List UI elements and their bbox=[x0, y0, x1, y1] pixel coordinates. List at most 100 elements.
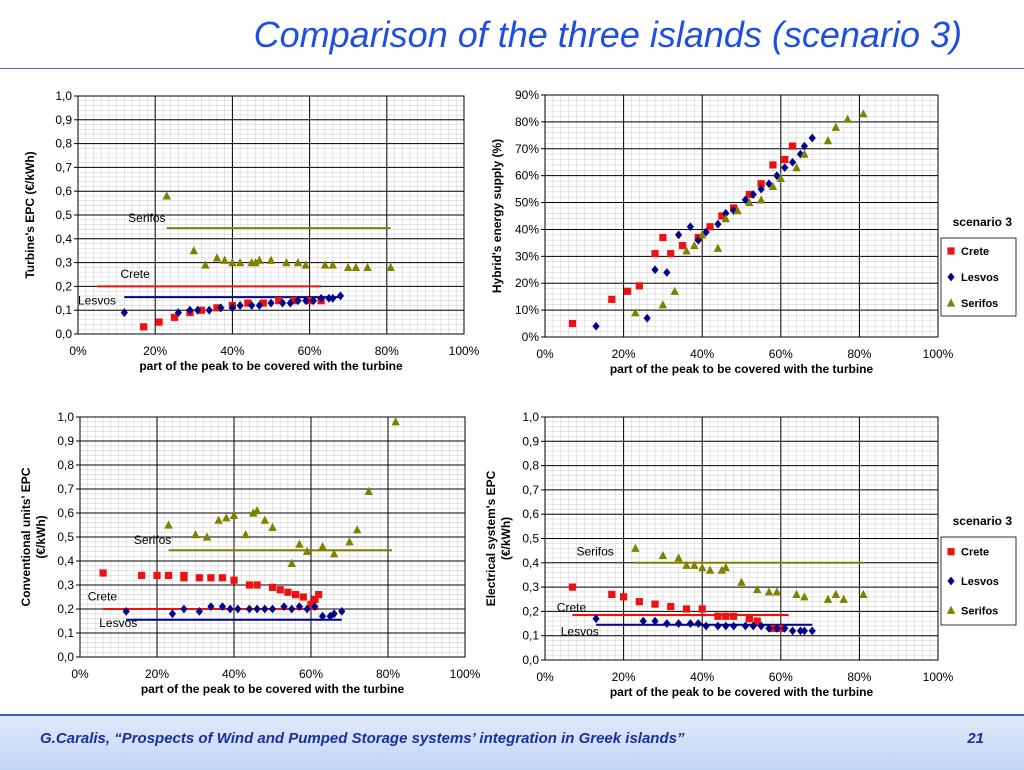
x-axis-label: part of the peak to be covered with the … bbox=[141, 682, 405, 696]
point-crete bbox=[678, 241, 687, 250]
y-tick-label: 50% bbox=[515, 196, 539, 210]
point-serifos bbox=[266, 255, 276, 264]
point-crete bbox=[299, 593, 307, 601]
point-lesvos bbox=[122, 607, 130, 616]
point-lesvos bbox=[741, 621, 750, 631]
point-crete bbox=[667, 602, 675, 611]
point-serifos bbox=[792, 589, 801, 598]
point-lesvos bbox=[278, 298, 287, 308]
point-lesvos bbox=[694, 619, 702, 628]
point-serifos bbox=[214, 515, 223, 524]
y-tick-label: 0,2 bbox=[55, 279, 72, 293]
point-serifos bbox=[386, 262, 395, 271]
y-tick-label: 0,0 bbox=[57, 650, 74, 664]
y-tick-label: 70% bbox=[515, 142, 539, 156]
y-tick-label: 0,5 bbox=[55, 208, 72, 222]
point-lesvos bbox=[295, 602, 304, 611]
point-crete bbox=[753, 617, 761, 625]
point-crete bbox=[769, 161, 777, 169]
point-lesvos bbox=[207, 602, 215, 611]
y-tick-label: 0,4 bbox=[55, 232, 72, 246]
annotation-lesvos: Lesvos bbox=[78, 293, 116, 307]
point-serifos bbox=[843, 114, 852, 123]
annotation-lesvos: Lesvos bbox=[561, 625, 599, 639]
point-lesvos bbox=[330, 609, 338, 619]
point-serifos bbox=[690, 560, 699, 569]
point-crete bbox=[306, 297, 314, 305]
point-serifos bbox=[859, 589, 868, 598]
point-lesvos bbox=[286, 298, 294, 308]
x-tick-label: 40% bbox=[222, 667, 246, 681]
point-serifos bbox=[859, 109, 868, 118]
point-lesvos bbox=[765, 624, 773, 633]
point-lesvos bbox=[781, 163, 789, 172]
point-crete bbox=[230, 576, 238, 584]
point-serifos bbox=[328, 260, 337, 269]
y-tick-label: 0,4 bbox=[57, 554, 74, 568]
point-lesvos bbox=[248, 301, 256, 310]
point-serifos bbox=[733, 206, 742, 215]
point-serifos bbox=[631, 308, 640, 317]
point-lesvos bbox=[336, 291, 345, 301]
point-lesvos bbox=[180, 604, 188, 614]
point-lesvos bbox=[303, 604, 311, 614]
point-lesvos bbox=[796, 626, 805, 636]
point-crete bbox=[568, 319, 577, 328]
point-crete bbox=[284, 588, 292, 596]
point-crete bbox=[292, 591, 300, 599]
y-tick-label: 0,9 bbox=[522, 434, 539, 448]
point-crete bbox=[623, 287, 632, 295]
point-crete bbox=[140, 323, 148, 331]
x-tick-label: 80% bbox=[847, 670, 871, 684]
point-crete bbox=[315, 591, 323, 599]
point-lesvos bbox=[174, 308, 182, 317]
point-lesvos bbox=[302, 296, 310, 306]
x-tick-label: 40% bbox=[690, 670, 714, 684]
x-tick-label: 20% bbox=[612, 670, 636, 684]
point-serifos bbox=[295, 539, 304, 548]
point-serifos bbox=[670, 286, 679, 295]
point-serifos bbox=[220, 255, 229, 264]
point-serifos bbox=[745, 197, 754, 207]
point-serifos bbox=[721, 563, 730, 572]
point-lesvos bbox=[651, 265, 659, 275]
point-crete bbox=[698, 605, 706, 613]
x-tick-label: 100% bbox=[923, 347, 954, 361]
point-serifos bbox=[353, 525, 362, 534]
legend-title: scenario 3 bbox=[953, 215, 1013, 229]
x-tick-label: 40% bbox=[690, 347, 714, 361]
point-lesvos bbox=[686, 619, 695, 628]
y-axis-label: Hybrid's energy supply (%) bbox=[490, 139, 504, 293]
y-tick-label: 0,8 bbox=[57, 458, 74, 472]
point-lesvos bbox=[800, 141, 808, 151]
point-lesvos bbox=[675, 230, 683, 240]
point-crete bbox=[153, 571, 161, 579]
y-tick-label: 80% bbox=[515, 115, 539, 129]
legend-marker-crete bbox=[947, 548, 955, 556]
y-tick-label: 0,0 bbox=[55, 327, 72, 341]
point-lesvos bbox=[757, 184, 765, 194]
point-serifos bbox=[391, 417, 400, 426]
point-lesvos bbox=[757, 621, 765, 631]
point-crete bbox=[635, 598, 643, 606]
point-serifos bbox=[363, 262, 372, 271]
point-lesvos bbox=[253, 604, 261, 614]
y-tick-label: 0,2 bbox=[522, 604, 539, 618]
x-tick-label: 0% bbox=[536, 670, 554, 684]
legend-label-lesvos: Lesvos bbox=[961, 272, 999, 284]
point-serifos bbox=[831, 122, 841, 131]
point-serifos bbox=[222, 513, 231, 522]
point-crete bbox=[745, 615, 753, 623]
y-tick-label: 60% bbox=[515, 169, 539, 183]
point-crete bbox=[218, 574, 227, 582]
point-lesvos bbox=[686, 222, 695, 232]
point-serifos bbox=[320, 260, 330, 269]
point-serifos bbox=[768, 181, 778, 191]
plot-frame bbox=[79, 416, 466, 658]
point-crete bbox=[659, 233, 667, 242]
annotation-crete: Crete bbox=[120, 267, 150, 281]
point-crete bbox=[307, 600, 315, 608]
y-tick-label: 0,2 bbox=[57, 602, 74, 616]
point-serifos bbox=[287, 558, 296, 567]
point-crete bbox=[275, 297, 283, 305]
